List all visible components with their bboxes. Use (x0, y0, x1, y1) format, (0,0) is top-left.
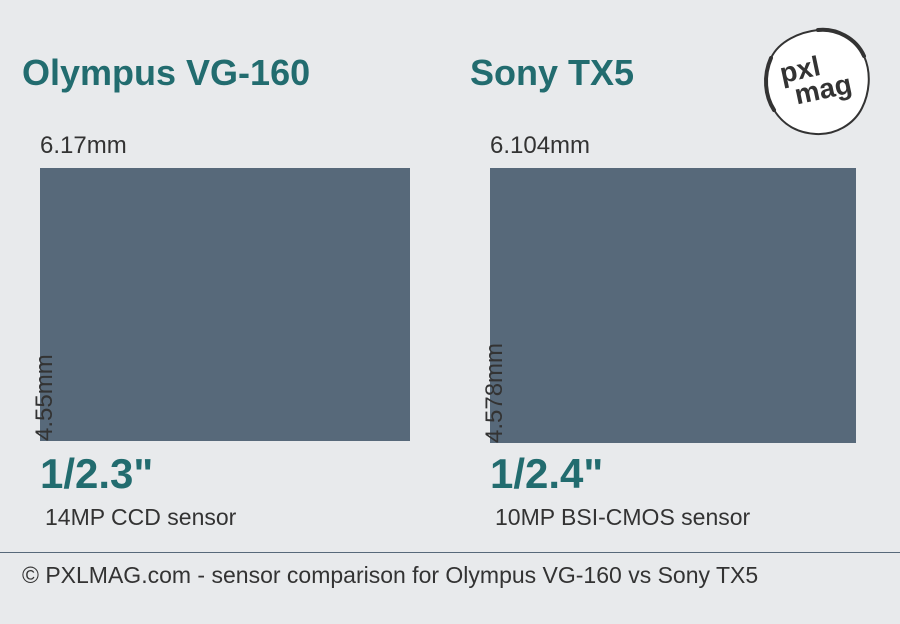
footer-divider (0, 552, 900, 553)
sensor-rect-left (40, 168, 410, 441)
sensor-desc-right: 10MP BSI-CMOS sensor (495, 504, 750, 531)
logo-text: pxl mag (778, 48, 854, 109)
sensor-desc-left: 14MP CCD sensor (45, 504, 236, 531)
sensor-rect-right (490, 168, 856, 443)
camera-title-left: Olympus VG-160 (22, 52, 310, 94)
height-label-left: 4.55mm (31, 354, 59, 441)
width-label-left: 6.17mm (40, 132, 127, 160)
pxlmag-logo: pxl mag (758, 22, 878, 142)
height-label-right: 4.578mm (481, 343, 509, 443)
size-class-right: 1/2.4" (490, 450, 603, 498)
comparison-canvas: Olympus VG-160 Sony TX5 6.17mm 6.104mm 4… (0, 0, 900, 624)
size-class-left: 1/2.3" (40, 450, 153, 498)
width-label-right: 6.104mm (490, 132, 590, 160)
footer-text: © PXLMAG.com - sensor comparison for Oly… (22, 562, 758, 589)
camera-title-right: Sony TX5 (470, 52, 634, 94)
